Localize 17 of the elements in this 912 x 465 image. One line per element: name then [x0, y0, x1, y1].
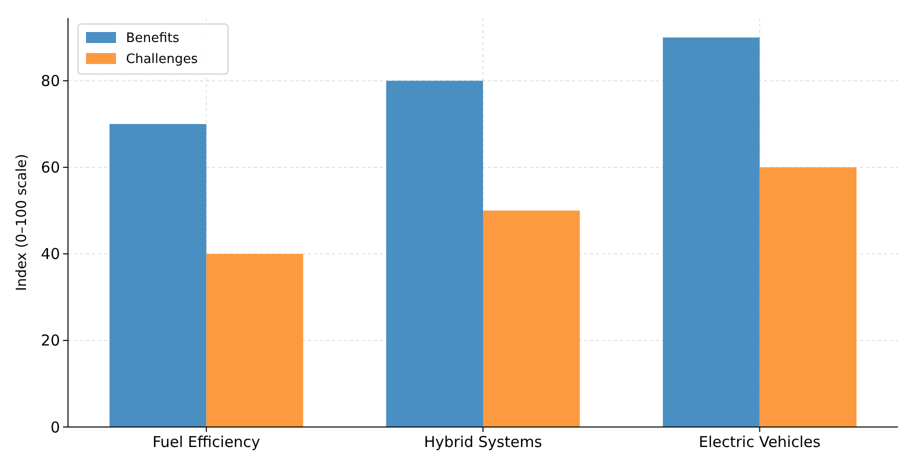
legend-label: Benefits	[126, 31, 180, 46]
y-tick-label: 40	[40, 245, 60, 264]
y-tick-label: 0	[50, 418, 60, 436]
legend-label: Challenges	[126, 52, 198, 67]
x-tick-label: Hybrid Systems	[424, 433, 542, 451]
y-tick-label: 80	[40, 72, 60, 90]
y-tick-label: 20	[40, 332, 60, 350]
bar	[206, 254, 304, 427]
bar	[760, 167, 856, 427]
bar	[110, 124, 206, 427]
bar	[662, 37, 760, 427]
bar	[386, 80, 483, 427]
x-tick-label: Electric Vehicles	[698, 433, 821, 451]
bar	[483, 210, 580, 427]
y-tick-label: 60	[40, 158, 60, 177]
x-tick-label: Fuel Efficiency	[152, 433, 260, 451]
y-axis-title: Index (0–100 scale)	[14, 154, 30, 292]
